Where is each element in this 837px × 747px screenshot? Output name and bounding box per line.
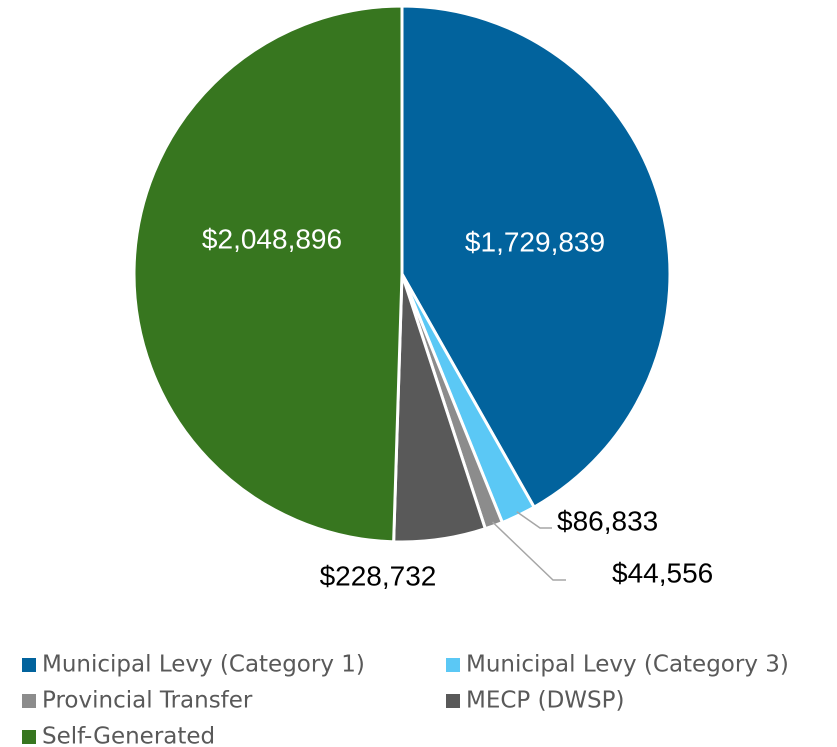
data-label: $44,556 (612, 557, 713, 588)
legend-swatch (22, 730, 36, 744)
legend-swatch (22, 694, 36, 708)
legend-swatch (446, 694, 460, 708)
data-label: $86,833 (557, 505, 658, 536)
legend-label: Provincial Transfer (42, 688, 253, 714)
legend-swatch (446, 658, 460, 672)
legend-label: Municipal Levy (Category 1) (42, 652, 365, 678)
legend-swatch (22, 658, 36, 672)
legend-label: MECP (DWSP) (466, 688, 624, 714)
data-label: $228,732 (320, 560, 437, 591)
legend-label: Municipal Levy (Category 3) (466, 652, 789, 678)
pie-slice (132, 4, 404, 544)
pie-slice (400, 4, 672, 510)
data-label: $1,729,839 (465, 226, 605, 257)
leader-line (491, 521, 566, 581)
data-label: $2,048,896 (202, 223, 342, 254)
leader-line (516, 511, 552, 529)
legend-label: Self-Generated (42, 724, 215, 747)
